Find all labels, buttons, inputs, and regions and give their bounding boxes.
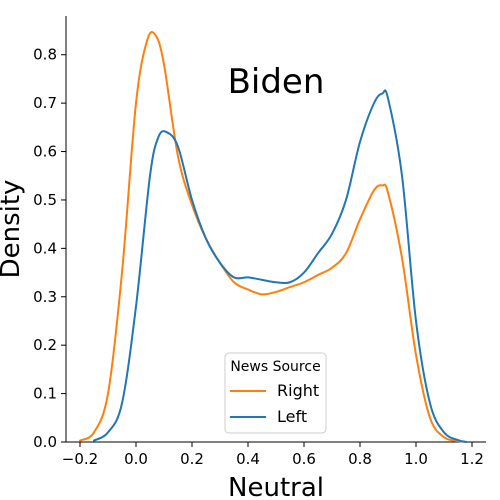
y-tick-label: 0.5 [33,191,57,209]
y-tick-label: 0.0 [33,433,57,451]
legend-box [224,352,327,434]
x-tick-label: 1.0 [404,450,428,468]
x-tick-label: −0.2 [62,450,98,468]
series-lines [79,31,468,443]
y-tick-label: 0.8 [33,46,57,64]
x-tick-label: 0.2 [180,450,204,468]
legend-label-right: Right [277,381,319,400]
x-tick-label: 1.2 [460,450,484,468]
y-tick-label: 0.7 [33,94,57,112]
chart-title: Biden [228,62,325,102]
y-tick-label: 0.6 [33,143,57,161]
y-tick-label: 0.2 [33,336,57,354]
y-ticks: 0.0 0.1 0.2 0.3 0.4 0.5 0.6 0.7 0.8 [33,46,66,451]
y-tick-label: 0.1 [33,385,57,403]
x-tick-label: 0.4 [236,450,260,468]
x-tick-label: 0.6 [292,450,316,468]
x-axis-label: Neutral [228,473,324,500]
y-tick-label: 0.4 [33,239,57,257]
series-line-left [93,89,468,443]
x-tick-label: 0.0 [124,450,148,468]
legend: News Source Right Left [224,352,327,434]
y-axis-label: Density [0,180,26,279]
legend-title: News Source [230,359,320,375]
y-tick-label: 0.3 [33,288,57,306]
x-tick-label: 0.8 [348,450,372,468]
series-line-right [79,31,468,443]
legend-label-left: Left [277,407,307,426]
x-ticks: −0.2 0.0 0.2 0.4 0.6 0.8 1.0 1.2 [62,442,484,468]
